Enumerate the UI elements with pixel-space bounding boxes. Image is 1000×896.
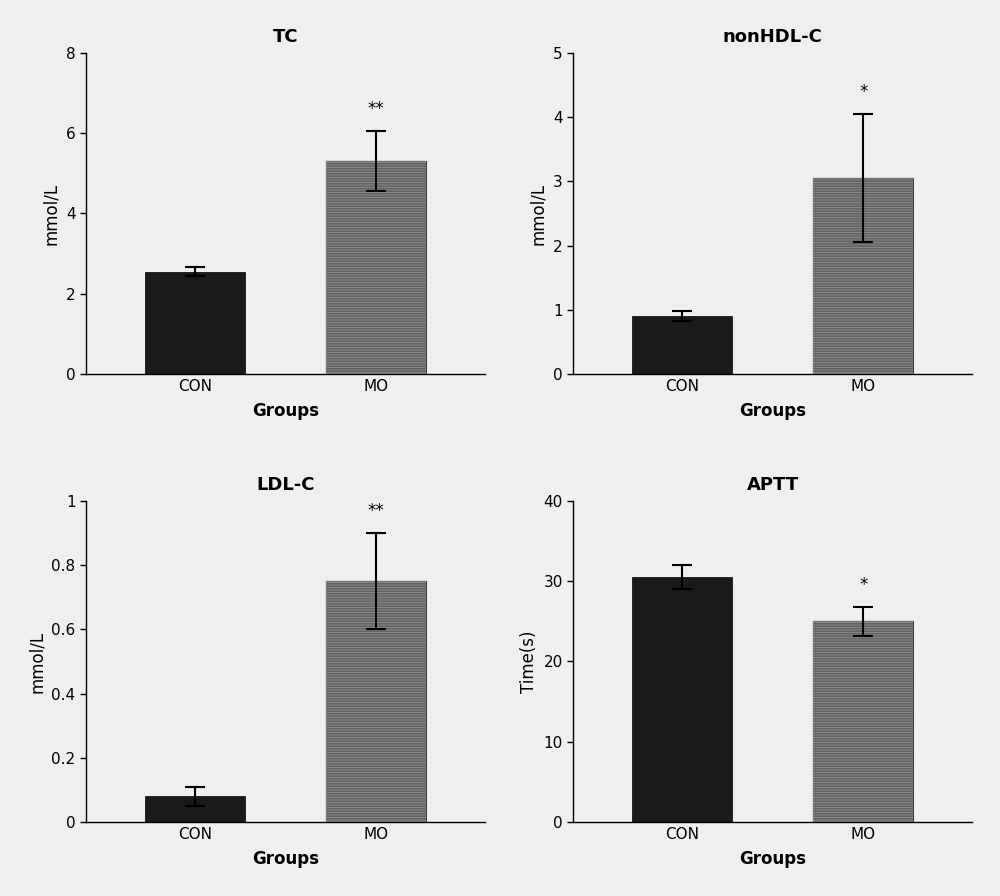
Bar — [813, 621, 913, 822]
Bar — [632, 577, 732, 822]
Y-axis label: mmol/L: mmol/L — [28, 631, 46, 693]
Bar — [813, 178, 913, 374]
Bar — [145, 797, 245, 822]
Title: nonHDL-C: nonHDL-C — [723, 28, 823, 46]
X-axis label: Groups: Groups — [252, 402, 319, 420]
Bar — [813, 178, 913, 374]
Text: **: ** — [368, 502, 385, 521]
Y-axis label: mmol/L: mmol/L — [42, 183, 60, 245]
Bar — [813, 621, 913, 822]
Bar — [632, 316, 732, 374]
X-axis label: Groups: Groups — [739, 850, 806, 868]
Text: *: * — [859, 83, 868, 101]
Text: *: * — [859, 576, 868, 594]
Y-axis label: mmol/L: mmol/L — [529, 183, 547, 245]
Bar — [326, 582, 426, 822]
Title: APTT: APTT — [747, 476, 799, 494]
X-axis label: Groups: Groups — [252, 850, 319, 868]
X-axis label: Groups: Groups — [739, 402, 806, 420]
Bar — [145, 271, 245, 374]
Title: TC: TC — [273, 28, 298, 46]
Bar — [326, 161, 426, 374]
Bar — [326, 161, 426, 374]
Y-axis label: Time(s): Time(s) — [520, 630, 538, 693]
Title: LDL-C: LDL-C — [256, 476, 315, 494]
Bar — [326, 582, 426, 822]
Text: **: ** — [368, 100, 385, 118]
